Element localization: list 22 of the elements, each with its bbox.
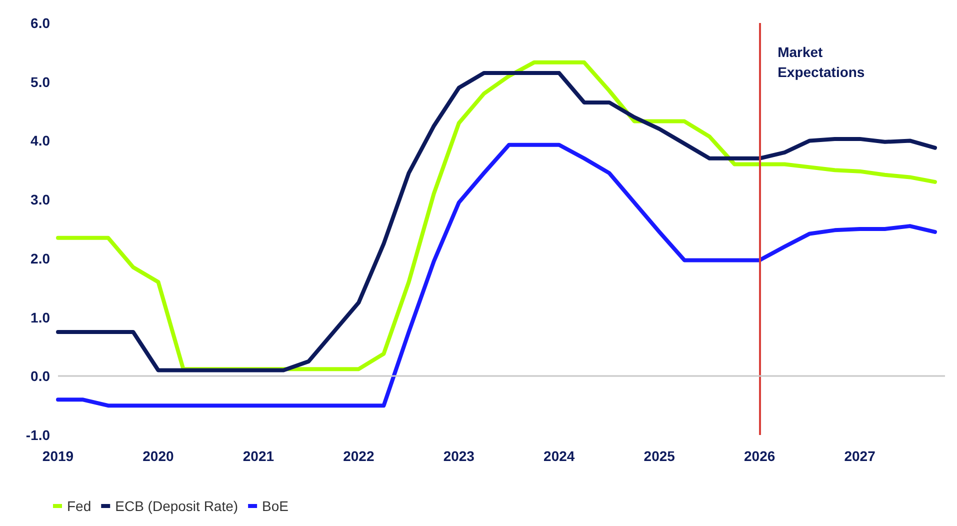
x-tick-label: 2025	[644, 448, 676, 464]
legend-label: Fed	[67, 498, 92, 514]
line-series	[56, 142, 937, 408]
x-tick-label: 2020	[142, 448, 174, 464]
y-tick-label: 3.0	[30, 192, 50, 208]
x-tick-label: 2019	[42, 448, 74, 464]
x-tick-label: 2021	[242, 448, 274, 464]
y-tick-label: 5.0	[30, 74, 50, 90]
y-tick-label: 4.0	[30, 132, 50, 149]
x-tick-label: 2024	[544, 448, 575, 464]
y-tick-label: 6.0	[30, 15, 50, 31]
y-tick-label: -1.0	[26, 427, 50, 443]
x-tick-label: 2026	[744, 448, 776, 464]
legend-label: BoE	[262, 498, 289, 514]
legend-label: ECB (Deposit Rate)	[115, 498, 238, 514]
x-tick-label: 2023	[443, 448, 475, 464]
x-tick-label: 2027	[844, 448, 876, 464]
x-tick-label: 2022	[343, 448, 374, 464]
ref-line-label: Market Expectations	[778, 44, 865, 80]
y-tick-label: 0.0	[30, 368, 50, 384]
y-tick-label: 2.0	[30, 250, 50, 266]
y-tick-label: 1.0	[30, 309, 50, 326]
